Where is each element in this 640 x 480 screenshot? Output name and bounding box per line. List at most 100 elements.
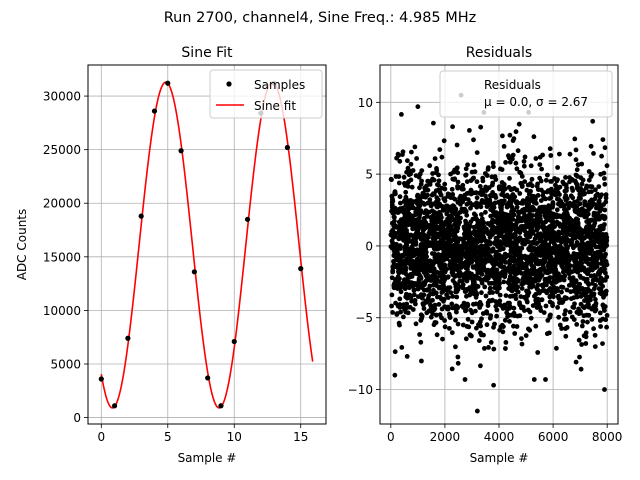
residual-point (400, 152, 405, 158)
residual-point (535, 350, 541, 355)
residual-point (535, 287, 541, 293)
residual-point (465, 303, 470, 309)
residual-point (450, 209, 455, 215)
residual-point (408, 171, 413, 177)
residual-point (598, 324, 603, 329)
residual-point (578, 267, 584, 273)
residual-point (447, 315, 453, 320)
residual-point (517, 249, 523, 254)
residual-point (452, 167, 458, 173)
x-tick-label: 6000 (538, 430, 569, 444)
residual-point (470, 289, 476, 294)
residual-point (456, 284, 462, 289)
residual-point (586, 288, 591, 293)
residual-point (569, 279, 575, 285)
residual-point (389, 275, 395, 281)
residual-point (431, 209, 437, 215)
residual-point (413, 321, 419, 327)
residual-point (436, 172, 441, 178)
residual-point (519, 281, 525, 287)
residual-point (516, 210, 522, 216)
residual-point (594, 217, 599, 222)
residual-point (496, 223, 502, 229)
residual-point (466, 324, 472, 330)
residual-point (503, 240, 508, 246)
residual-point (493, 227, 499, 233)
residual-point (457, 273, 463, 278)
residual-point (410, 307, 416, 312)
residual-point (578, 196, 583, 201)
residual-point (602, 308, 607, 313)
residual-point (503, 340, 509, 345)
residual-point (476, 338, 482, 343)
residual-point (577, 310, 583, 316)
residual-point (525, 288, 531, 294)
residual-point (457, 278, 463, 284)
legend-marker-samples (226, 81, 232, 87)
residual-point (483, 293, 489, 299)
residual-point (500, 133, 505, 139)
residual-point (528, 188, 533, 194)
residual-point (480, 200, 485, 205)
residual-point (435, 294, 440, 300)
residual-point (515, 313, 520, 319)
residuals-marks (388, 92, 610, 414)
residual-point (476, 275, 482, 281)
residual-point (539, 206, 545, 212)
residual-point (483, 238, 489, 244)
residual-point (599, 203, 604, 209)
residual-point (548, 255, 554, 260)
legend-label-residuals: Residuals (484, 78, 541, 92)
residual-point (433, 242, 439, 248)
residual-point (437, 190, 443, 195)
residual-point (404, 251, 410, 257)
residual-point (594, 233, 600, 239)
residual-point (470, 176, 476, 182)
residual-point (484, 274, 489, 279)
residual-point (440, 336, 445, 342)
residual-point (510, 240, 516, 246)
residual-point (525, 234, 530, 240)
residual-point (592, 332, 598, 338)
residual-point (491, 324, 496, 330)
residual-point (480, 187, 486, 193)
residual-point (478, 363, 483, 369)
residual-point (453, 303, 459, 309)
residual-point (421, 306, 427, 311)
residual-point (586, 312, 592, 318)
residual-point (492, 270, 498, 276)
residual-point (583, 330, 589, 336)
residual-point (401, 258, 407, 264)
residual-point (467, 127, 472, 133)
residual-point (474, 195, 480, 201)
residual-point (420, 282, 425, 288)
residual-point (407, 284, 412, 289)
residual-point-outlier (392, 372, 398, 378)
residual-point (412, 144, 418, 150)
residual-point (533, 200, 538, 205)
residual-point (420, 228, 426, 233)
residual-point (589, 306, 595, 312)
residual-point-outlier (474, 408, 480, 414)
residual-point (580, 319, 586, 324)
residual-point (455, 179, 461, 185)
residual-point (584, 271, 590, 276)
residual-point (393, 174, 399, 179)
residual-point (402, 238, 408, 244)
residual-point (524, 202, 530, 208)
residual-point (406, 179, 412, 184)
residual-point (466, 223, 471, 229)
residual-point (499, 202, 505, 208)
residual-point (574, 167, 580, 173)
residual-point (545, 172, 550, 178)
residual-point (447, 326, 452, 331)
residual-point (543, 219, 549, 225)
residual-point (434, 246, 439, 252)
residual-point (603, 199, 609, 205)
residual-point (490, 160, 496, 166)
residual-point (470, 264, 476, 269)
sample-point (218, 403, 224, 409)
residual-point (418, 318, 424, 323)
residual-point (502, 236, 507, 242)
residual-point (497, 281, 502, 287)
